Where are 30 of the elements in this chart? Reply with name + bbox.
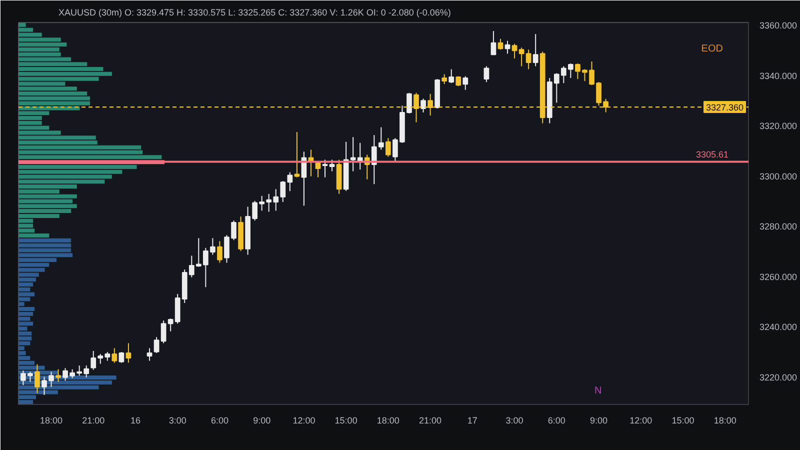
y-tick-label: 3340.000 — [760, 70, 798, 81]
y-tick-label: 3240.000 — [760, 322, 798, 332]
x-tick-label: 18:00 — [40, 416, 63, 426]
x-tick-label: 15:00 — [672, 416, 694, 426]
x-tick-label: 9:00 — [253, 416, 271, 426]
x-tick-label: 3:00 — [168, 416, 186, 426]
x-tick-label: 12:00 — [292, 416, 316, 426]
y-tick-label: 3300.000 — [760, 171, 798, 182]
y-tick-label: 3220.000 — [760, 372, 798, 382]
x-tick-label: 17 — [467, 416, 478, 426]
x-tick-label: 12:00 — [630, 416, 652, 426]
x-tick-label: 18:00 — [376, 416, 400, 426]
y-tick-label: 3320.000 — [760, 121, 798, 132]
ref-line-label: 3327.360 — [706, 102, 744, 113]
x-tick-label: 21:00 — [82, 416, 105, 426]
x-tick-label: 3:00 — [506, 416, 524, 426]
x-tick-label: 15:00 — [334, 416, 358, 426]
chart-title: XAUUSD (30m) O: 3329.475 H: 3330.575 L: 3325.265 C: 3327.360 V: 1.26K OI: 0 -2.080 (-0.06%) — [58, 8, 451, 18]
x-tick-label: 6:00 — [548, 416, 566, 426]
x-tick-label: 6:00 — [210, 416, 228, 426]
x-tick-label: 9:00 — [590, 416, 608, 426]
x-tick-label: 16 — [130, 416, 140, 426]
annotation: N — [594, 386, 602, 397]
y-tick-label: 3280.000 — [760, 222, 798, 232]
x-tick-label: 18:00 — [714, 416, 736, 426]
ref-line-label: 3305.61 — [696, 150, 729, 160]
annotation: EOD — [701, 44, 723, 55]
x-tick-label: 21:00 — [419, 416, 442, 426]
y-tick-label: 3360.000 — [760, 20, 798, 31]
y-tick-label: 3260.000 — [760, 272, 798, 282]
